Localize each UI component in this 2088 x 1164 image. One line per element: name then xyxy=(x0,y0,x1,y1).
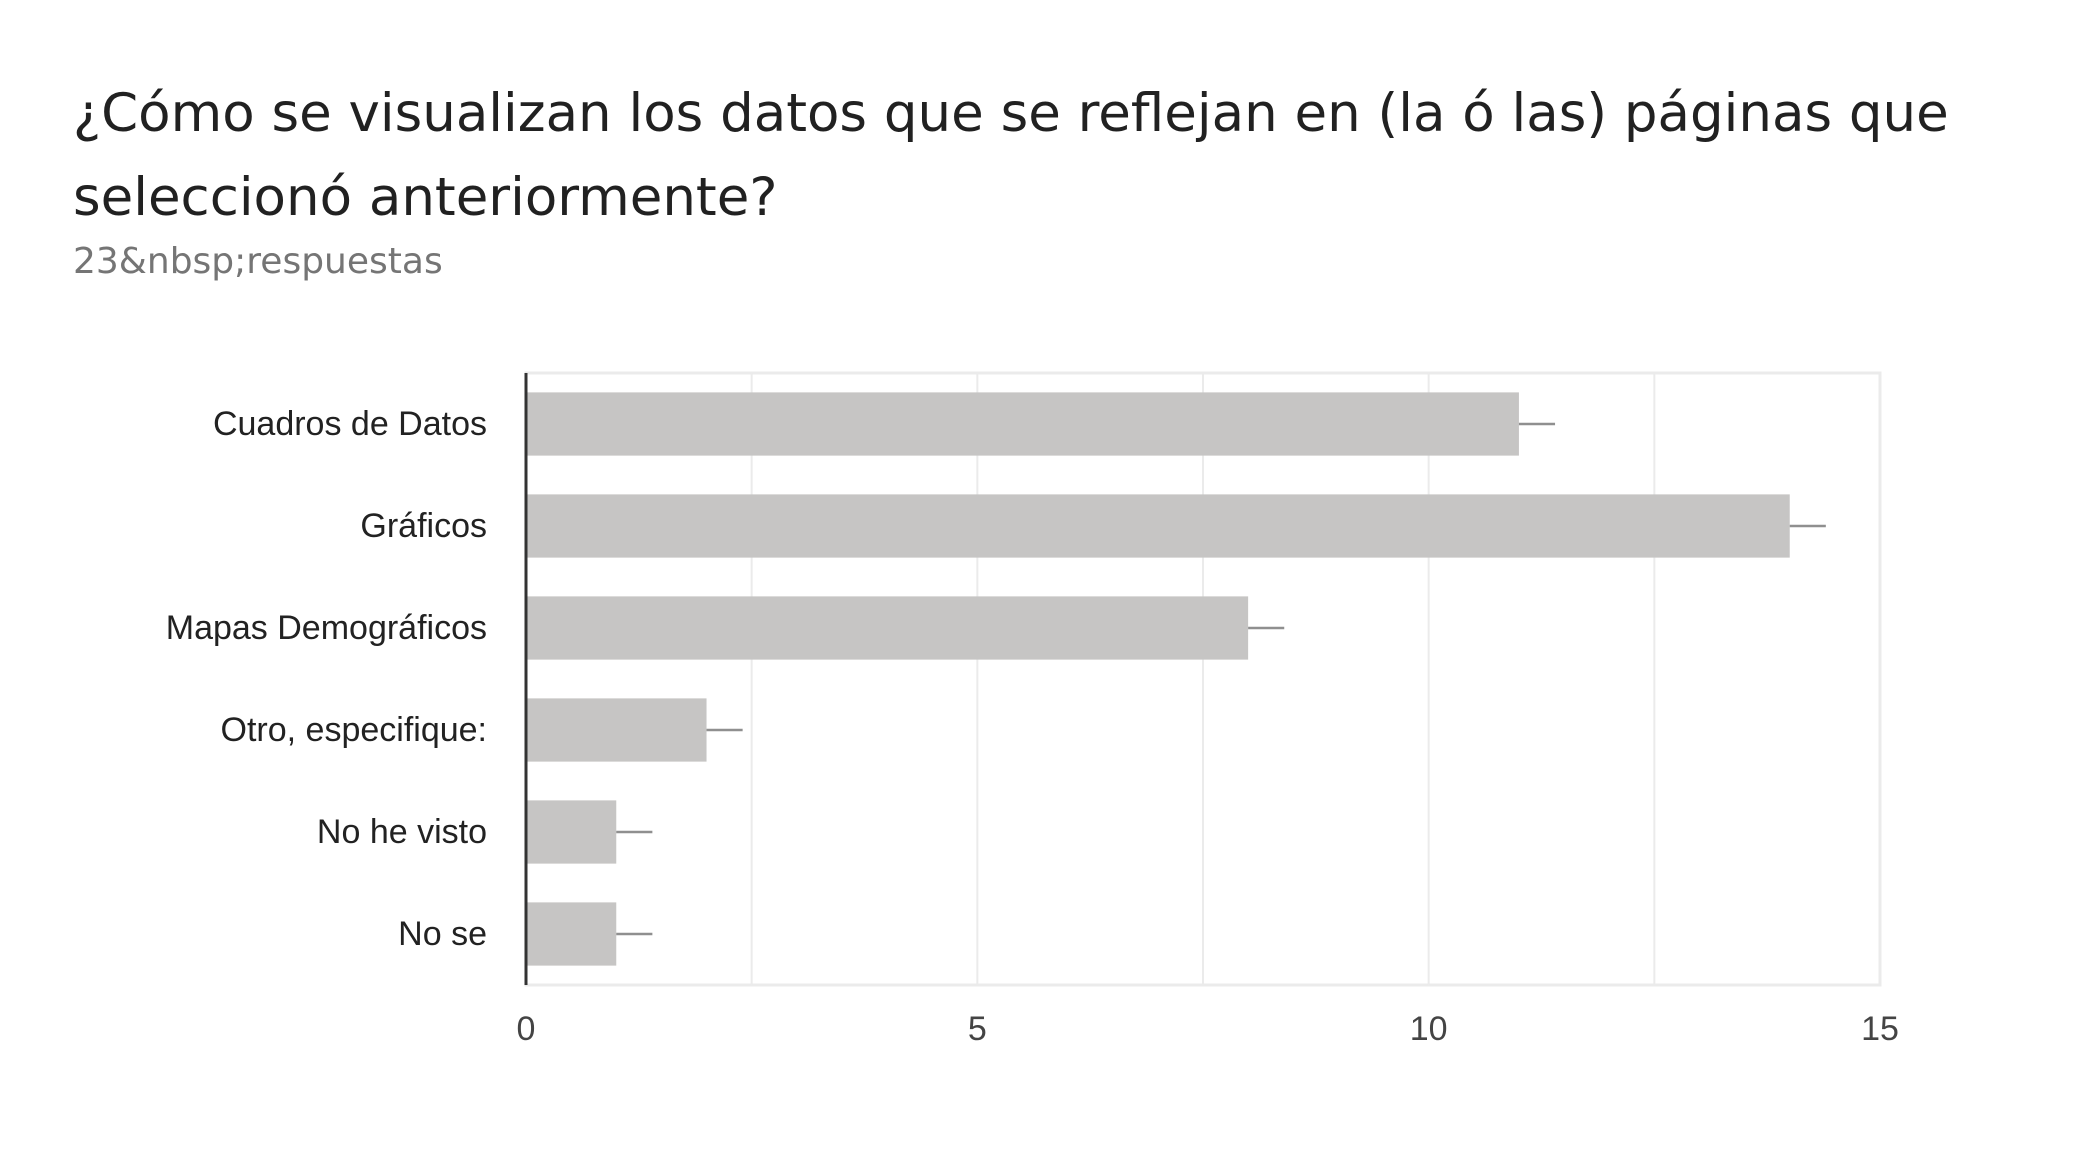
chart-title: ¿Cómo se visualizan los datos que se ref… xyxy=(73,83,1949,228)
x-tick-label-1: 5 xyxy=(968,1010,987,1048)
x-tick-label-2: 10 xyxy=(1410,1010,1448,1048)
bar-3 xyxy=(526,698,707,762)
category-label-1: Gráficos xyxy=(360,507,487,545)
x-tick-labels: 0 5 10 15 xyxy=(517,1010,1899,1048)
category-label-5: No se xyxy=(398,915,487,953)
bars xyxy=(526,392,1790,966)
response-count: 23&nbsp;respuestas xyxy=(73,241,443,282)
category-label-0: Cuadros de Datos xyxy=(213,405,487,443)
bar-1 xyxy=(526,494,1790,558)
x-tick-label-3: 15 xyxy=(1861,1010,1899,1048)
category-label-4: No he visto xyxy=(317,813,487,851)
bar-4 xyxy=(526,800,617,864)
gridlines xyxy=(524,371,1882,987)
error-bars xyxy=(616,422,1826,936)
category-labels: Cuadros de Datos Gráficos Mapas Demográfic… xyxy=(166,405,487,953)
category-label-2: Mapas Demográficos xyxy=(166,609,487,647)
bar-5 xyxy=(526,902,617,966)
x-tick-label-0: 0 xyxy=(517,1010,536,1048)
category-label-3: Otro, especifique: xyxy=(221,711,487,749)
bar-0 xyxy=(526,392,1519,456)
bar-2 xyxy=(526,596,1249,660)
